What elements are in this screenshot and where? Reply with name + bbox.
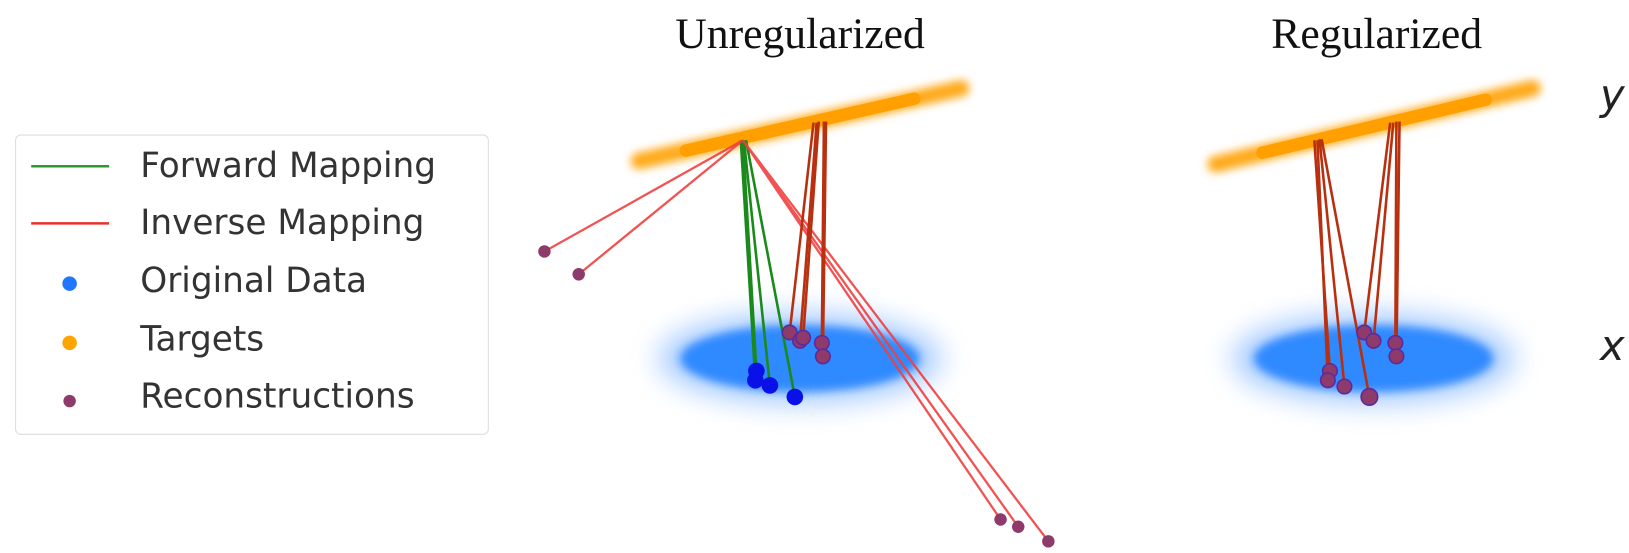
panel-title: Regularized [1271, 10, 1482, 58]
axis-label: x [1598, 321, 1625, 370]
left-panel [538, 88, 1054, 547]
legend-swatch [62, 276, 77, 291]
legend-label: Original Data [140, 261, 367, 301]
legend-label: Inverse Mapping [140, 203, 424, 243]
figure: Unregularized Regularized Forward Mappin… [0, 0, 1629, 553]
legend-swatch [62, 336, 77, 351]
legend-swatch [63, 395, 75, 407]
legend-label: Reconstructions [140, 376, 414, 416]
axis-label: y [1598, 71, 1626, 120]
panel-title: Unregularized [675, 10, 925, 58]
legend-label: Targets [139, 319, 264, 359]
right-panel [1216, 88, 1533, 405]
legend-label: Forward Mapping [140, 146, 436, 186]
